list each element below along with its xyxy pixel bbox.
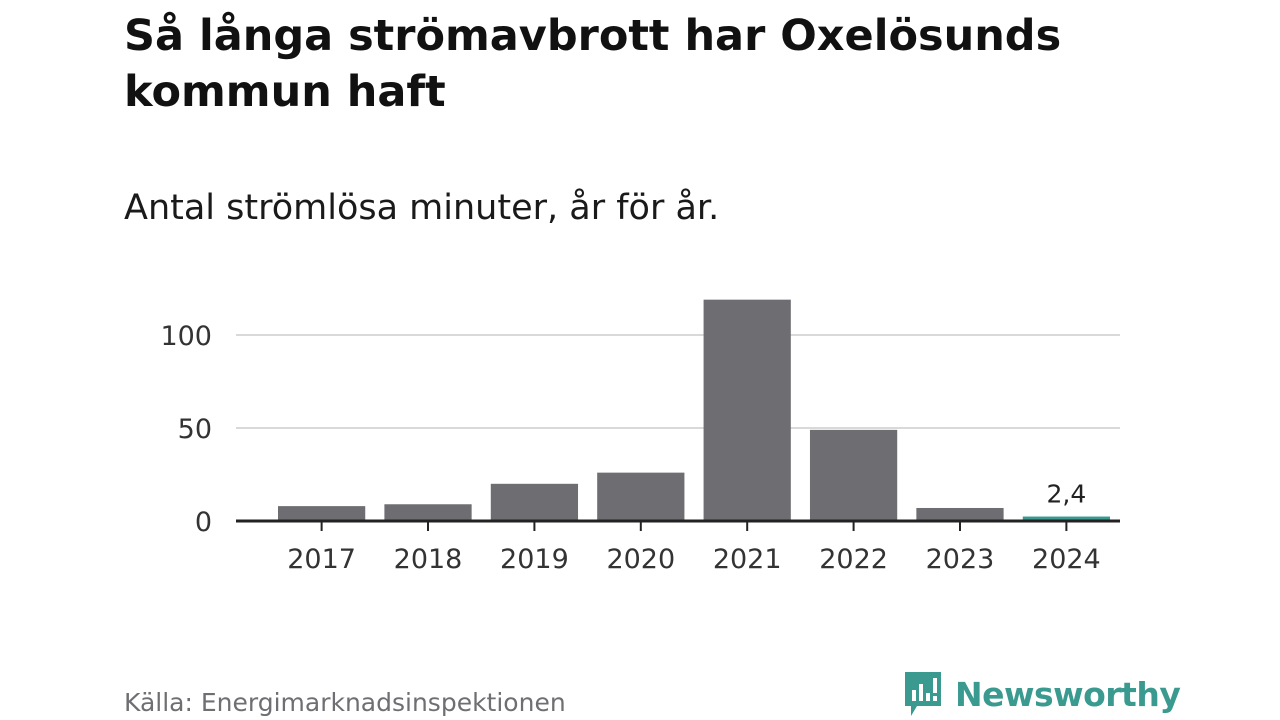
x-tick-label: 2022 xyxy=(819,544,888,575)
bar-2019 xyxy=(490,483,579,521)
bar-2021 xyxy=(703,299,791,521)
data-label: 2,4 xyxy=(1046,480,1086,509)
y-tick-label: 50 xyxy=(178,414,212,445)
newsworthy-logo-icon xyxy=(905,672,941,716)
x-tick-label: 2018 xyxy=(394,544,463,575)
axes xyxy=(236,519,1120,531)
chart-subtitle: Antal strömlösa minuter, år för år. xyxy=(124,188,720,228)
bar-2018 xyxy=(384,504,472,521)
bars xyxy=(278,299,1110,521)
chart-title: Så långa strömavbrott har Oxelösunds kom… xyxy=(124,11,1062,117)
bar-2024 xyxy=(1022,516,1110,521)
x-tick-label: 2024 xyxy=(1032,544,1101,575)
labels: 0 50 100 2017 2018 2019 2020 2021 2022 2023 2024 2,… xyxy=(160,321,1100,575)
bar-2022 xyxy=(809,429,898,521)
grid-lines xyxy=(236,334,1120,429)
x-tick-label: 2021 xyxy=(713,544,782,575)
bar-2017 xyxy=(278,506,366,521)
brand-logo: Newsworthy xyxy=(903,670,1181,718)
y-tick-label: 100 xyxy=(160,321,212,352)
brand-name: Newsworthy xyxy=(955,674,1181,714)
source-note: Källa: Energimarknadsinspektionen xyxy=(124,688,566,717)
x-tick-label: 2023 xyxy=(926,544,995,575)
x-tick-label: 2017 xyxy=(287,544,356,575)
bar-2020 xyxy=(597,472,685,521)
bar-2023 xyxy=(916,507,1004,521)
y-tick-label: 0 xyxy=(195,507,212,538)
x-tick-label: 2020 xyxy=(606,544,675,575)
x-tick-label: 2019 xyxy=(500,544,569,575)
